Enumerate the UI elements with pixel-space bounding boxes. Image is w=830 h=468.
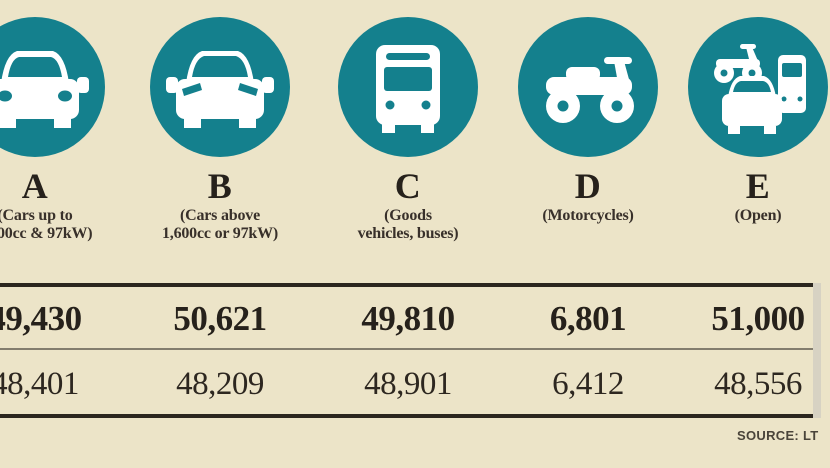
category-letter: B: [207, 166, 233, 206]
category-description: (Goods vehicles, buses): [357, 207, 459, 242]
category-letter: D: [574, 166, 602, 206]
category-description: (Motorcycles): [542, 207, 634, 224]
bus-icon: [376, 45, 440, 133]
category-description: (Open): [734, 207, 782, 224]
table-middle-rule: [0, 348, 813, 350]
category-description: (Cars above 1,600cc or 97kW): [161, 207, 279, 242]
source-credit: SOURCE: LT: [737, 428, 819, 443]
category-d-badge: [518, 17, 658, 157]
row2-value-d: 6,412: [552, 366, 624, 402]
category-c-badge: [338, 17, 478, 157]
category-a-badge: [0, 17, 105, 157]
row1-value-a: 49,430: [0, 299, 82, 338]
category-letter: E: [745, 166, 771, 206]
category-c: C (Goods vehicles, buses): [317, 0, 499, 243]
category-letter: A: [21, 166, 49, 206]
car-icon: [0, 51, 89, 128]
category-e-badge: [688, 17, 828, 157]
row1-value-c: 49,810: [361, 299, 455, 338]
row2-value-c: 48,901: [364, 366, 452, 402]
row2-value-a: 48,401: [0, 366, 79, 402]
table-right-edge: [813, 283, 821, 418]
row2-value-b: 48,209: [176, 366, 264, 402]
car-icon: [166, 51, 274, 128]
row1-value-b: 50,621: [173, 299, 267, 338]
category-e: E (Open): [667, 0, 830, 225]
category-b-badge: [150, 17, 290, 157]
row1-value-e: 51,000: [711, 299, 805, 338]
table-bottom-rule: [0, 414, 813, 418]
row1-value-d: 6,801: [549, 299, 627, 338]
category-description: (Cars up to 1,600cc & 97kW): [0, 207, 93, 242]
category-a: A (Cars up to 1,600cc & 97kW): [0, 0, 126, 243]
table-top-rule: [0, 283, 813, 287]
motorcycle-icon: [546, 57, 634, 123]
row2-value-e: 48,556: [714, 366, 802, 402]
category-b: B (Cars above 1,600cc or 97kW): [129, 0, 311, 243]
category-d: D (Motorcycles): [497, 0, 679, 225]
category-letter: C: [394, 166, 422, 206]
open-category-icon: [714, 44, 806, 134]
